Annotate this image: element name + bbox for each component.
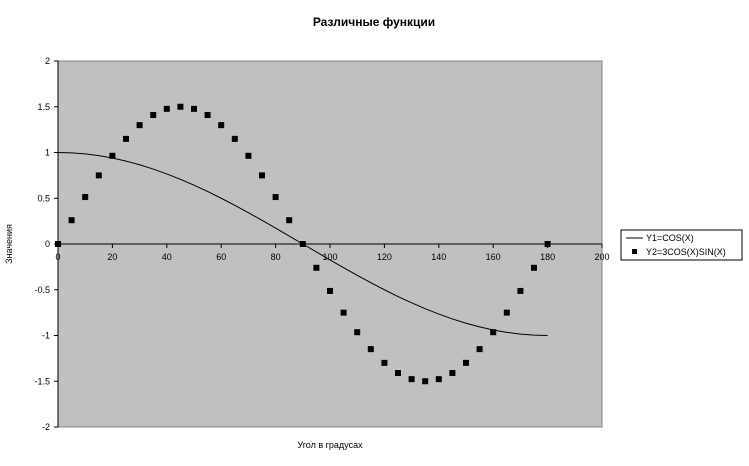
y-axis-label: Значения bbox=[4, 224, 14, 264]
series-marker-y2 bbox=[476, 346, 483, 353]
x-tick-label: 180 bbox=[540, 252, 555, 262]
x-tick-label: 160 bbox=[486, 252, 501, 262]
series-marker-y2 bbox=[82, 194, 89, 201]
series-marker-y2 bbox=[354, 329, 361, 336]
y-tick-label: 0.5 bbox=[37, 193, 50, 203]
legend-marker-symbol bbox=[632, 249, 637, 254]
x-tick-label: 60 bbox=[216, 252, 226, 262]
series-marker-y2 bbox=[463, 359, 469, 366]
series-marker-y2 bbox=[435, 376, 442, 383]
series-marker-y2 bbox=[395, 370, 401, 377]
series-marker-y2 bbox=[286, 217, 293, 224]
series-marker-y2 bbox=[490, 329, 497, 336]
series-layer bbox=[55, 103, 551, 385]
series-marker-y2 bbox=[68, 217, 75, 224]
x-tick-label: 0 bbox=[55, 252, 60, 262]
x-ticks: 0 20 40 60 80 100 120 140 160 180 200 bbox=[55, 244, 610, 262]
series-marker-y2 bbox=[231, 135, 238, 142]
y-tick-label: -0.5 bbox=[34, 285, 50, 295]
series-marker-y2 bbox=[109, 152, 116, 159]
series-marker-y2 bbox=[55, 241, 61, 247]
legend-label-y2: Y2=3COS(X)SIN(X) bbox=[646, 247, 726, 257]
series-marker-y2 bbox=[367, 346, 374, 353]
series-marker-y2 bbox=[449, 370, 456, 377]
series-marker-y2 bbox=[340, 309, 347, 316]
chart-title: Различные функции bbox=[313, 15, 435, 29]
x-tick-label: 100 bbox=[322, 252, 337, 262]
series-marker-y2 bbox=[150, 111, 157, 118]
series-marker-y2 bbox=[503, 309, 510, 316]
y-tick-label: -2 bbox=[42, 422, 50, 432]
x-tick-label: 20 bbox=[107, 252, 117, 262]
series-marker-y2 bbox=[299, 241, 306, 247]
legend-box bbox=[620, 229, 743, 261]
x-tick-label: 80 bbox=[271, 252, 281, 262]
legend-label-y1: Y1=COS(X) bbox=[646, 233, 694, 243]
series-marker-y2 bbox=[517, 287, 524, 294]
y-tick-label: 1.5 bbox=[37, 102, 50, 112]
series-marker-y2 bbox=[408, 376, 415, 383]
y-tick-label: 0 bbox=[45, 239, 50, 249]
series-marker-y2 bbox=[272, 194, 279, 201]
y-tick-label: 1 bbox=[45, 148, 50, 158]
y-ticks: 2 1.5 1 0.5 0 -0.5 -1 -1.5 -2 bbox=[34, 56, 58, 432]
x-tick-label: 40 bbox=[162, 252, 172, 262]
series-marker-y2 bbox=[123, 135, 129, 142]
series-marker-y2 bbox=[177, 103, 184, 110]
series-marker-y2 bbox=[204, 111, 211, 118]
series-marker-y2 bbox=[544, 241, 551, 247]
series-marker-y2 bbox=[531, 264, 537, 271]
series-marker-y2 bbox=[95, 172, 102, 179]
series-marker-y2 bbox=[136, 122, 143, 129]
series-marker-y2 bbox=[313, 264, 320, 271]
series-marker-y2 bbox=[218, 122, 225, 129]
series-marker-y2 bbox=[191, 105, 197, 112]
x-tick-label: 200 bbox=[594, 252, 609, 262]
y-tick-label: -1.5 bbox=[34, 376, 50, 386]
x-tick-label: 120 bbox=[377, 252, 392, 262]
series-marker-y2 bbox=[259, 172, 265, 179]
x-tick-label: 140 bbox=[431, 252, 446, 262]
x-axis-label: Угол в градусах bbox=[297, 440, 363, 450]
series-marker-y2 bbox=[245, 152, 252, 159]
series-marker-y2 bbox=[422, 378, 429, 385]
series-marker-y2 bbox=[163, 105, 170, 112]
series-marker-y2 bbox=[381, 359, 388, 366]
legend: Y1=COS(X) Y2=3COS(X)SIN(X) bbox=[620, 229, 743, 261]
y-tick-label: 2 bbox=[45, 56, 50, 66]
y-tick-label: -1 bbox=[42, 331, 50, 341]
series-marker-y2 bbox=[327, 287, 333, 294]
